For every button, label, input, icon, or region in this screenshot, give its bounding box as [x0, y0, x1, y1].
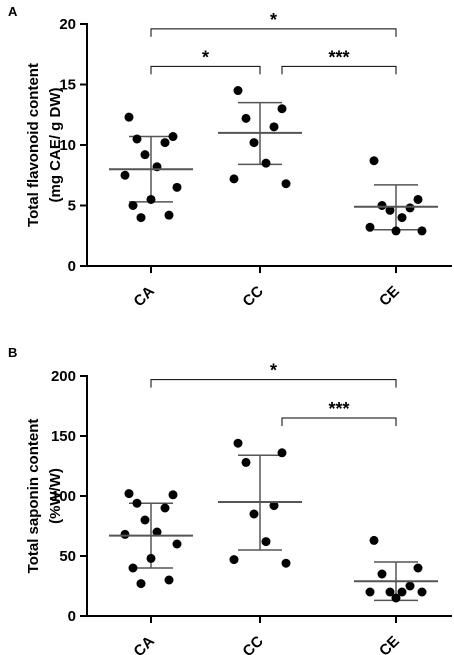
panel-a-cc-point: [233, 86, 243, 96]
panel-a-ce-point: [377, 201, 387, 210]
panel-b-ylabel-line-2: (%W/W): [47, 468, 64, 524]
panel-b-cc-point: [269, 501, 279, 511]
panel-a-cc-point: [229, 174, 239, 184]
panel-a-ca-point: [136, 213, 146, 223]
panel-a-ce-point: [369, 156, 379, 166]
panel-b-ca-point: [140, 515, 150, 525]
panel-a-ca-point: [146, 194, 156, 204]
panel-a-ylabel-line-1: Total flavonoid content: [25, 63, 42, 227]
panel-a-ce-point: [405, 203, 415, 213]
panel-a-sig-label-ca-ce: *: [270, 10, 277, 30]
panel-b-ytick-label-0: 0: [68, 608, 76, 625]
panel-b-cc-point: [241, 457, 251, 467]
panel-b-ce-point: [365, 587, 375, 597]
panel-a-xtick-label-ce: CE: [376, 283, 403, 310]
panel-a-ytick-label-0: 0: [68, 258, 76, 275]
panel-b-xtick-label-ce: CE: [376, 633, 403, 655]
panel-a-sig-bracket-ca-cc: [150, 65, 261, 75]
panel-b-ca-point: [160, 503, 170, 513]
panel-b-sig-label-ca-ce: *: [270, 361, 277, 381]
panel-a-ce-point: [365, 222, 375, 232]
panel-b-sig-bracket-cc-ce: [281, 417, 397, 426]
panel-a-ca-point: [140, 150, 150, 160]
panel-b-ca-point: [146, 553, 156, 563]
panel-b-ca-point: [168, 490, 178, 500]
panel-b-cc-point: [281, 558, 291, 568]
panel-a-sig-label-ca-cc: *: [202, 47, 209, 67]
panel-b-ce-point: [391, 593, 401, 603]
panel-a-xtick-label-ca: CA: [130, 283, 157, 310]
panel-a-ytick-label-5: 5: [68, 198, 76, 215]
panel-b-ytick-label-50: 50: [59, 548, 76, 565]
panel-a-ca-point: [124, 112, 134, 122]
panel-b-ytick-label-200: 200: [51, 368, 76, 385]
panel-a-cc-point: [249, 138, 259, 148]
panel-b-ce-point: [377, 569, 387, 579]
panel-b-sig-bracket-ca-ce: [150, 379, 397, 388]
panel-a-ce-point: [397, 213, 407, 223]
panel-a-ytick-label-15: 15: [59, 77, 76, 94]
panel-b-ytick-label-100: 100: [51, 488, 76, 505]
panel-b-ca-point: [128, 563, 138, 573]
panel-b-ca-point: [124, 489, 134, 499]
panel-b-ylabel-line-1: Total saponin content: [25, 419, 42, 574]
panel-b-ca-point: [132, 498, 142, 508]
panel-a-ce-point: [417, 226, 427, 236]
panel-b-cc-point: [233, 438, 243, 448]
panel-b-cc-point: [229, 555, 239, 565]
panel-b-sig-label-cc-ce: ***: [328, 399, 349, 419]
panel-b-ca-point: [120, 529, 130, 539]
panel-b-ca-point: [172, 539, 182, 549]
panel-a-ca-point: [120, 170, 130, 180]
panel-a-ca-point: [168, 132, 178, 142]
panel-a-ca-point: [164, 210, 174, 220]
panel-a-ce-point: [385, 205, 395, 215]
panel-a-ylabel-line-2: (mg CAE/ g DW): [47, 88, 64, 203]
panel-b-ce-point: [417, 587, 427, 597]
panel-a-letter: A: [8, 4, 18, 19]
panel-a-ca-point: [172, 182, 182, 192]
panel-a-ytick-label-20: 20: [59, 16, 76, 33]
panel-b-xtick-label-ca: CA: [130, 633, 157, 655]
panel-b-ce-point: [405, 581, 415, 591]
panel-a-ce-point: [413, 194, 423, 204]
panel-a-cc-point: [241, 113, 251, 123]
panel-a-ytick-label-10: 10: [59, 137, 76, 154]
panel-a-ca-point: [132, 134, 142, 144]
panel-a-sig-label-cc-ce: ***: [328, 47, 349, 67]
panel-a-xtick-label-cc: CC: [239, 283, 266, 310]
panel-b-ce-point: [397, 587, 407, 597]
panel-b-ca-point: [152, 527, 162, 537]
panel-b-ce-point: [413, 563, 423, 573]
panel-a-cc-point: [281, 179, 291, 189]
panel-b-letter: B: [8, 345, 17, 360]
panel-b-ce-point: [385, 587, 395, 597]
panel-b-cc-point: [277, 448, 287, 458]
panel-b-cc-point: [249, 509, 259, 519]
panel-a-sig-bracket-ca-ce: [150, 28, 397, 37]
panel-a-cc-point: [261, 158, 271, 168]
panel-a-cc-point: [269, 122, 279, 132]
panel-a-ca-point: [128, 201, 138, 210]
panel-a-ca-point: [160, 138, 170, 148]
panel-b-ce-point: [369, 535, 379, 545]
panel-a-sig-bracket-cc-ce: [281, 65, 397, 75]
panel-b-cc-point: [261, 537, 271, 547]
panel-b-ca-point: [164, 575, 174, 585]
panel-a-cc-point: [277, 104, 287, 114]
panel-a-ce-point: [391, 226, 401, 236]
panel-b-xtick-label-cc: CC: [239, 633, 266, 655]
panel-b-ca-point: [136, 579, 146, 589]
panel-b-ytick-label-150: 150: [51, 428, 76, 445]
